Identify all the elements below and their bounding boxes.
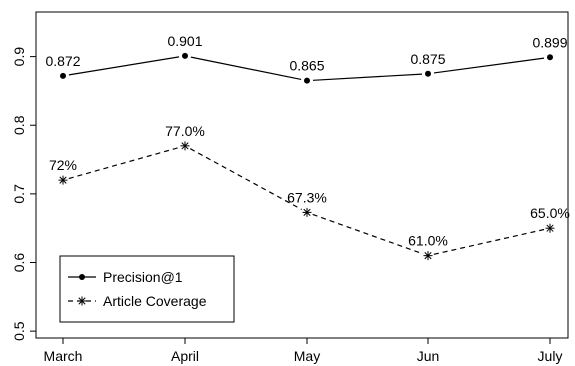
series-0-segment — [433, 57, 545, 74]
series-0-data-label: 0.875 — [410, 51, 445, 67]
series-0-segment — [68, 56, 180, 76]
x-tick-label: July — [538, 348, 563, 364]
x-tick-label: April — [171, 348, 199, 364]
series-1-point — [423, 251, 433, 261]
y-tick-label: 0.5 — [11, 321, 27, 341]
series-1-data-label: 65.0% — [530, 205, 570, 221]
series-1-segment — [433, 228, 545, 255]
series-1-segment — [189, 148, 303, 211]
series-1-point — [302, 207, 312, 217]
series-1-data-label: 77.0% — [165, 123, 205, 139]
series-0-point — [60, 72, 66, 79]
series-layer — [58, 52, 555, 261]
legend-box — [59, 255, 235, 323]
series-0-point — [547, 54, 553, 61]
series-0-point — [304, 77, 310, 84]
x-tick-label: March — [44, 348, 83, 364]
series-0-data-label: 0.872 — [45, 53, 80, 69]
series-1-point — [545, 223, 555, 233]
legend-marker — [79, 274, 85, 280]
x-axis: March April May Jun July — [44, 338, 563, 364]
series-1-point — [58, 175, 68, 185]
series-0-point — [425, 70, 431, 77]
y-tick-label: 0.8 — [11, 115, 27, 135]
x-tick-label: May — [294, 348, 320, 364]
series-1-segment — [312, 213, 423, 255]
series-1-data-label: 61.0% — [408, 233, 448, 249]
series-1-data-label: 72% — [49, 157, 77, 173]
legend-label: Precision@1 — [103, 269, 183, 285]
series-0-data-label: 0.899 — [532, 34, 567, 50]
legend-label: Article Coverage — [103, 293, 207, 309]
x-tick-label: Jun — [417, 348, 440, 364]
series-0-data-label: 0.901 — [167, 33, 202, 49]
series-0-segment — [190, 56, 302, 81]
legend: Precision@1 Article Coverage — [59, 255, 235, 323]
series-1-point — [180, 141, 190, 151]
y-tick-label: 0.6 — [11, 253, 27, 273]
series-1-data-label: 67.3% — [287, 189, 327, 205]
series-0-point — [182, 52, 188, 59]
series-0-segment — [312, 73, 423, 81]
legend-marker — [77, 296, 87, 306]
plot-frame — [35, 11, 569, 339]
series-0-data-label: 0.865 — [289, 58, 324, 74]
y-tick-label: 0.7 — [11, 184, 27, 204]
series-1-segment — [68, 146, 180, 180]
y-tick-label: 0.9 — [11, 47, 27, 67]
data-label-layer: 0.872 0.901 0.865 0.875 0.899 72% 77.0% 67.3% 61… — [45, 33, 569, 249]
y-axis: 0.5 0.6 0.7 0.8 0.9 — [11, 47, 36, 341]
